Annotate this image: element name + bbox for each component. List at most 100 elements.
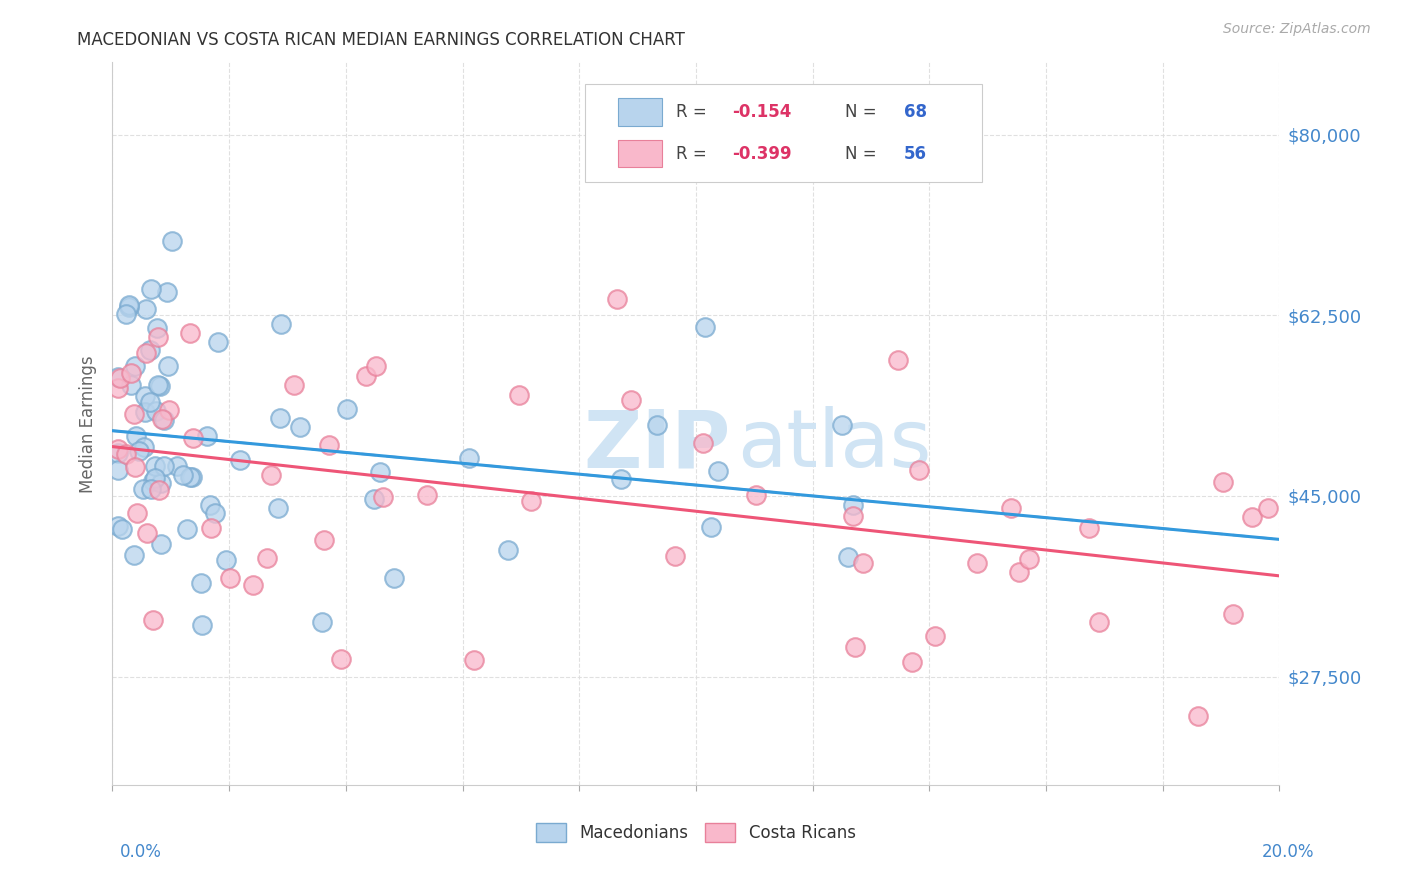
Point [382,570,405,584]
Bar [617,140,662,168]
Point [181,431,204,445]
Point [373,491,395,505]
Bar [617,98,662,126]
Text: -0.154: -0.154 [733,103,792,121]
Point [160,234,183,248]
Point [318,438,340,452]
Point [354,369,377,384]
Point [166,459,188,474]
Point [143,459,166,474]
Point [267,501,290,516]
Point [610,472,633,486]
Point [125,507,148,521]
Point [458,450,481,465]
Point [117,297,139,311]
Text: R =: R = [676,145,711,162]
Point [124,359,146,373]
Point [115,447,138,461]
Point [1088,615,1111,630]
Point [260,468,283,483]
Point [134,440,156,454]
Point [707,464,730,478]
Point [364,359,387,373]
Text: 0.0%: 0.0% [120,843,162,861]
Point [1187,709,1209,723]
Point [415,488,437,502]
Point [852,556,875,570]
Point [242,578,264,592]
Point [135,301,157,316]
Point [111,522,134,536]
Point [508,388,530,402]
Point [152,412,174,426]
Point [139,343,162,357]
Point [145,321,167,335]
Point [135,525,157,540]
Point [700,520,723,534]
Text: 20.0%: 20.0% [1263,843,1315,861]
Point [120,378,142,392]
Point [463,652,485,666]
Point [120,366,142,380]
Point [157,359,180,373]
Text: -0.399: -0.399 [733,145,792,162]
Point [1257,500,1279,515]
Point [283,377,305,392]
Point [745,488,768,502]
Point [157,402,180,417]
Point [125,428,148,442]
Point [122,407,145,421]
Point [146,378,169,392]
Point [620,392,643,407]
Point [134,405,156,419]
Point [901,655,924,669]
Point [148,483,170,498]
Point [139,282,162,296]
Point [841,498,863,512]
Point [966,556,988,570]
Point [172,468,194,483]
Point [153,458,176,473]
Point [190,575,212,590]
Text: 68: 68 [904,103,927,121]
Point [198,498,221,512]
Point [124,459,146,474]
Point [141,482,163,496]
Legend: Macedonians, Costa Ricans: Macedonians, Costa Ricans [530,816,862,849]
Point [693,319,716,334]
Point [288,420,311,434]
Point [312,533,335,547]
Point [256,551,278,566]
Point [195,429,218,443]
Point [336,401,359,416]
Point [200,521,222,535]
Point [1000,501,1022,516]
Point [692,436,714,450]
Text: N =: N = [845,103,882,121]
Point [886,352,908,367]
Point [831,418,853,433]
Y-axis label: Median Earnings: Median Earnings [79,355,97,492]
Point [145,404,167,418]
Point [110,371,132,385]
Point [150,537,173,551]
Point [176,522,198,536]
Point [1222,607,1244,622]
Point [229,453,252,467]
Point [1008,565,1031,579]
Point [124,548,146,562]
Text: Source: ZipAtlas.com: Source: ZipAtlas.com [1223,22,1371,37]
Point [844,640,866,654]
Point [107,519,129,533]
Point [606,292,628,306]
Point [115,307,138,321]
Point [107,463,129,477]
Point [139,395,162,409]
Point [520,494,543,508]
Point [218,571,240,585]
Text: ZIP: ZIP [583,407,731,484]
Point [924,629,946,643]
Point [141,613,163,627]
Point [148,330,170,344]
Point [1078,521,1101,535]
